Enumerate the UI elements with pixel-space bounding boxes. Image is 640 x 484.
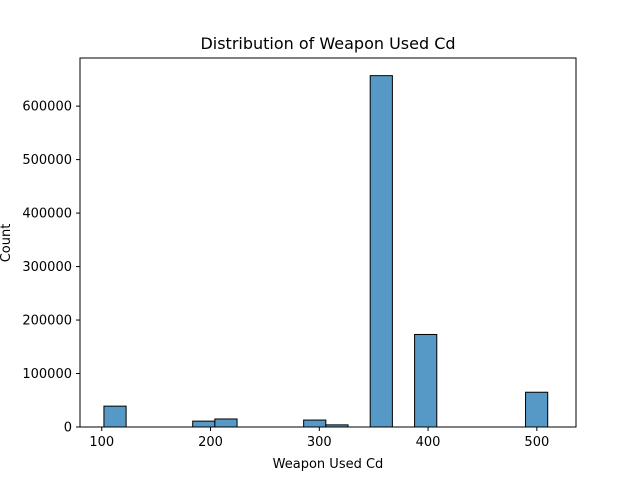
histogram-bar [103, 405, 127, 428]
x-tick-label: 200 [198, 435, 223, 450]
histogram-bar [369, 75, 393, 428]
x-tick-label: 400 [416, 435, 441, 450]
histogram-bar [303, 419, 327, 428]
x-axis-ticks: 100 200 300 400 500 [89, 427, 549, 450]
x-tick-label: 100 [89, 435, 114, 450]
y-tick-label: 100000 [22, 367, 72, 382]
y-tick-label: 0 [64, 421, 72, 436]
y-tick-label: 200000 [22, 314, 72, 329]
y-axis-label: Count [0, 224, 14, 263]
y-tick-label: 500000 [22, 153, 72, 168]
y-tick-label: 600000 [22, 100, 72, 115]
y-tick-label: 400000 [22, 207, 72, 222]
x-tick-label: 500 [524, 435, 549, 450]
chart-title: Distribution of Weapon Used Cd [200, 34, 455, 53]
plot-frame [79, 57, 577, 428]
histogram-bar [192, 420, 216, 428]
x-axis-label: Weapon Used Cd [273, 457, 384, 472]
y-tick-label: 300000 [22, 260, 72, 275]
histogram-bar [525, 391, 549, 428]
histogram-bar [414, 333, 438, 428]
histogram-bar [214, 418, 238, 428]
y-axis-ticks: 0 100000 200000 300000 400000 500000 600000 [22, 100, 80, 436]
x-tick-label: 300 [307, 435, 332, 450]
